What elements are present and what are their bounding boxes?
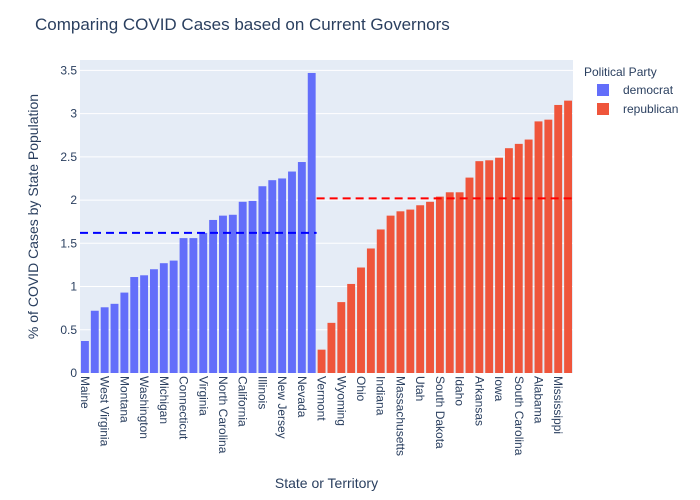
bar [100,307,109,373]
y-tick-label: 3 [70,107,77,121]
x-tick-label: California [236,376,250,427]
legend-swatch [597,103,609,115]
bar [337,302,346,373]
bar [199,232,208,373]
y-tick-label: 3.5 [60,63,77,77]
legend: Political Party democrat republican [584,65,678,116]
bar [219,215,227,373]
bar [564,100,573,373]
bar [238,201,247,373]
bar [110,303,119,373]
bar [288,171,296,373]
bar [228,214,237,373]
x-tick-label: Indiana [374,376,388,416]
bar [357,267,365,373]
x-tick-label: Arkansas [472,376,486,426]
x-tick-label: Idaho [453,376,467,406]
bar [366,248,375,373]
bar [485,160,494,373]
bar [268,180,277,373]
bar [130,277,139,373]
bar [189,238,198,373]
x-tick-label: Virginia [196,376,210,416]
bar [307,72,316,374]
chart-title: Comparing COVID Cases based on Current G… [35,15,450,34]
bar [435,196,444,373]
bar [179,238,188,373]
bar [495,157,503,373]
legend-title: Political Party [584,65,657,79]
bar [297,162,306,373]
bar [396,211,405,373]
x-tick-label: South Dakota [433,376,447,449]
bars [80,72,573,374]
x-tick-label: Illinois [255,376,269,409]
x-axis-title: State or Territory [275,475,378,491]
bar [159,263,168,373]
mean-lines [80,197,573,234]
bar [406,209,415,373]
bar [386,215,395,373]
bar [258,186,267,373]
bar [150,269,158,373]
bar [317,349,326,373]
y-tick-label: 0.5 [60,323,77,337]
x-tick-label: North Carolina [216,376,230,454]
legend-swatch [597,84,609,96]
bar [80,341,89,373]
y-tick-label: 1 [70,280,77,294]
bar [376,229,385,373]
x-tick-label: Connecticut [177,376,191,440]
x-tick-label: Montana [117,376,131,423]
x-tick-label: Utah [413,376,427,401]
bar [544,119,553,373]
x-tick-label: South Carolina [512,376,526,456]
x-tick-label: Michigan [157,376,171,424]
bar [514,143,523,373]
x-axis-ticks: Maine West Virginia Montana Washington Michi… [78,376,565,456]
bar [445,192,454,373]
bar [169,260,178,373]
x-tick-label: Alabama [531,376,545,424]
x-tick-label: Washington [137,376,151,439]
legend-entry: republican [623,102,678,116]
bar [278,178,287,373]
bar [140,275,149,373]
bar [465,177,474,373]
bar [347,283,356,373]
bar [524,139,533,373]
bar [90,310,99,373]
x-tick-label: Ohio [354,376,368,402]
x-tick-label: Wyoming [334,376,348,426]
bar [504,148,513,373]
x-tick-label: Vermont [315,376,329,421]
bar [455,192,464,373]
y-tick-label: 2.5 [60,150,77,164]
x-tick-label: New Jersey [275,376,289,439]
bar [534,121,543,374]
y-axis-ticks: 0 0.5 1 1.5 2 2.5 3 3.5 [60,63,77,380]
bar [554,104,563,373]
bar [426,201,434,373]
bar [209,219,218,373]
bar [327,322,336,373]
y-tick-label: 2 [70,193,77,207]
x-tick-label: Nevada [295,376,309,418]
bar [248,200,257,373]
x-tick-label: West Virginia [98,376,112,447]
y-axis-title: % of COVID Cases by State Population [25,94,41,339]
y-tick-label: 0 [70,366,77,380]
bar [475,161,484,373]
x-tick-label: Maine [78,376,92,409]
x-tick-label: Iowa [492,376,506,402]
x-tick-label: Mississippi [551,376,565,434]
x-tick-label: Massachusetts [393,376,407,456]
legend-entry: democrat [623,83,674,97]
bar [120,292,129,373]
bar [416,205,425,373]
y-tick-label: 1.5 [60,236,77,250]
